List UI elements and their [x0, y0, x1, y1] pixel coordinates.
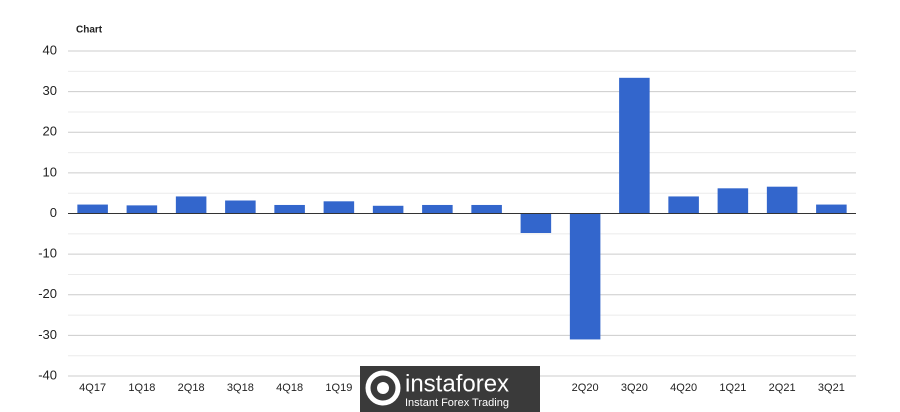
bar	[225, 200, 256, 214]
bar	[471, 204, 502, 214]
bar	[77, 204, 108, 214]
x-tick-label: 2Q21	[769, 382, 796, 394]
bar	[766, 186, 798, 214]
watermark-logo	[377, 382, 389, 394]
x-tick-label: 4Q17	[79, 382, 106, 394]
y-tick-label: 30	[43, 83, 57, 98]
x-tick-label: 3Q20	[621, 382, 648, 394]
y-tick-label: -30	[38, 327, 57, 342]
y-tick-label: 40	[43, 42, 57, 57]
x-tick-label: 1Q21	[719, 382, 746, 394]
y-tick-label: 20	[43, 124, 57, 139]
bar	[323, 201, 355, 214]
x-tick-label: 2Q20	[572, 382, 599, 394]
y-tick-label: -40	[38, 367, 57, 382]
x-tick-label: 4Q20	[670, 382, 697, 394]
watermark-tagline: Instant Forex Trading	[405, 397, 509, 409]
bar	[816, 204, 847, 214]
watermark-brand: instaforex	[405, 370, 509, 397]
watermark-logo	[365, 370, 401, 406]
bar	[717, 188, 749, 214]
x-tick-label: 1Q19	[325, 382, 352, 394]
watermark: instaforex Instant Forex Trading	[360, 366, 540, 412]
x-tick-label: 1Q18	[128, 382, 155, 394]
x-tick-label: 4Q18	[276, 382, 303, 394]
bar	[126, 205, 158, 214]
x-tick-label: 2Q18	[178, 382, 205, 394]
y-tick-label: 10	[43, 164, 57, 179]
bar	[274, 204, 305, 214]
x-tick-label: 3Q21	[818, 382, 845, 394]
bar	[619, 77, 650, 214]
bars	[68, 77, 856, 340]
y-tick-label: -20	[38, 286, 57, 301]
bar	[520, 213, 552, 233]
chart-title: Chart	[76, 25, 103, 36]
y-tick-label: -10	[38, 246, 57, 261]
bar	[422, 204, 453, 214]
x-tick-label: 3Q18	[227, 382, 254, 394]
bar	[668, 196, 699, 214]
bar	[175, 196, 207, 214]
bar	[372, 205, 404, 214]
bar	[569, 213, 601, 340]
y-tick-label: 0	[50, 205, 57, 220]
